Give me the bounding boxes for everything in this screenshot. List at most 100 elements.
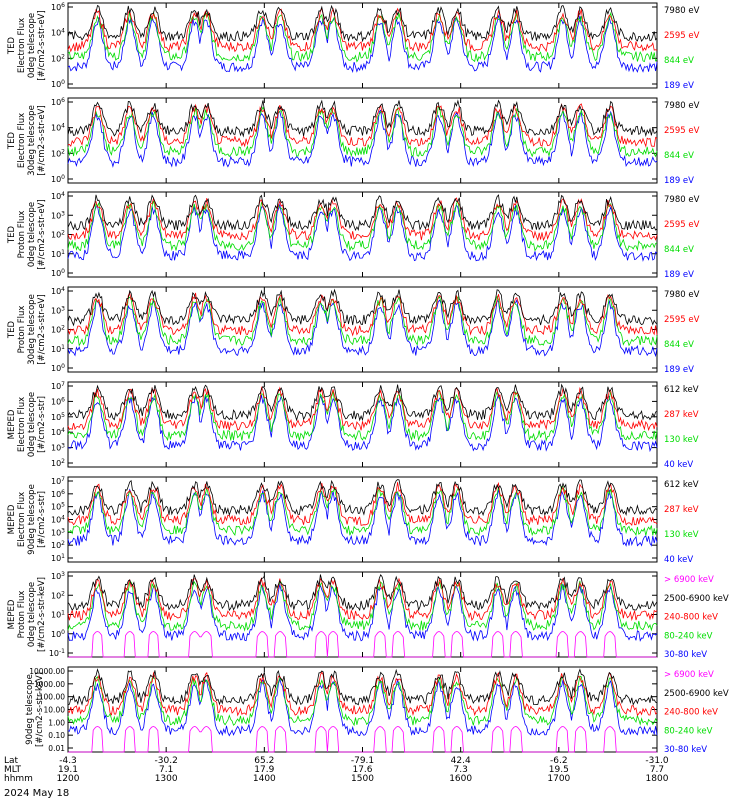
legend-entry: 844 eV: [664, 56, 694, 66]
footer-value: -31.0: [645, 756, 669, 766]
y-axis-label: [#/cm2-s-str-keV]: [35, 672, 45, 747]
y-tick-label: 103: [51, 571, 65, 582]
y-tick-label: 100: [51, 268, 65, 279]
y-tick-label: 10.00: [44, 706, 66, 715]
y-axis-label: [#/cm2-s-str-eV]: [37, 10, 47, 80]
y-tick-label: 103: [51, 527, 65, 538]
y-tick-label: 101: [51, 248, 65, 259]
panels-group: 106 104 102 100 TED Electron Flux 0deg telesco…: [7, 2, 729, 756]
panel-4: 104 103 102 101 100 TED Proton Flux 30deg teles…: [7, 286, 700, 376]
y-axis-label: 30deg telescope: [27, 294, 37, 365]
legend-entry: 7980 eV: [664, 195, 700, 205]
footer-value: -6.2: [550, 756, 568, 766]
legend-entry: 844 eV: [664, 245, 694, 255]
legend-entry: 7980 eV: [664, 6, 700, 16]
y-tick-label: 1000.00: [34, 680, 65, 689]
y-tick-label: 105: [51, 411, 65, 422]
series-trace: [67, 488, 658, 547]
series-trace: [67, 194, 658, 232]
footer-value: 1400: [253, 774, 276, 784]
footer-value: 1200: [57, 774, 80, 784]
y-tick-label: 0.10: [48, 731, 65, 740]
y-tick-label: 107: [51, 476, 65, 487]
legend-entry: 844 eV: [664, 151, 694, 161]
y-tick-label: 104: [51, 191, 65, 202]
panel-3: 104 103 102 101 100 TED Proton Flux 0deg telesc…: [7, 191, 700, 281]
footer-value: 7.1: [159, 765, 173, 775]
series-trace: [67, 7, 658, 53]
y-tick-label: 101: [51, 553, 65, 564]
series-trace: [67, 583, 658, 642]
panel-8: 10000.00 1000.00 100.00 10.00 1.00 0.10 0.01 90…: [25, 666, 729, 755]
footer-value: 7.3: [454, 765, 468, 775]
legend-entry: 612 keV: [664, 385, 699, 395]
series-trace: [67, 109, 658, 168]
y-axis-label: MEPED: [7, 504, 17, 534]
y-axis-label: TED: [7, 225, 17, 244]
legend-entry: 189 eV: [664, 365, 694, 375]
footer-value: 7.7: [650, 765, 664, 775]
panel-1: 106 104 102 100 TED Electron Flux 0deg telesco…: [7, 2, 700, 92]
y-axis-label: [#/cm2-s-str]: [37, 491, 47, 548]
legend-entry: 40 keV: [664, 460, 693, 470]
series-trace: [67, 295, 658, 347]
series-trace: [67, 668, 658, 706]
y-tick-label: 102: [51, 540, 65, 551]
legend-entry: 80-240 keV: [664, 631, 713, 641]
y-axis-label: [#/cm2-s-str-eV]: [37, 294, 47, 364]
legend-entry: 130 keV: [664, 435, 699, 445]
y-tick-label: 106: [51, 2, 65, 13]
legend-entry: 287 keV: [664, 505, 699, 515]
footer-row-label: Lat: [4, 756, 19, 766]
panel-7: 103 102 101 100 10-1 MEPED Proton Flux 0deg tel…: [7, 571, 729, 661]
series-trace: [67, 392, 658, 453]
footer-row-label: hhmm: [4, 774, 33, 784]
y-axis-label: 0deg telescope: [27, 13, 37, 78]
footer-value: 1300: [155, 774, 178, 784]
series-trace: [67, 203, 658, 262]
y-axis-label: MEPED: [7, 599, 17, 629]
series-trace: [67, 481, 658, 526]
legend-entry: 30-80 keV: [664, 650, 707, 660]
legend-entry: 30-80 keV: [664, 745, 707, 755]
y-tick-label: 10000.00: [29, 667, 65, 676]
footer-value: -30.2: [155, 756, 178, 766]
panel-frame: [67, 381, 658, 468]
y-tick-label: 101: [51, 343, 65, 354]
series-trace: [67, 383, 658, 422]
y-tick-label: 100: [51, 174, 65, 185]
footer-value: -79.1: [351, 756, 374, 766]
y-tick-label: 104: [51, 514, 65, 525]
series-trace: [67, 577, 658, 622]
y-tick-label: 102: [51, 148, 65, 159]
series-trace: [67, 11, 658, 63]
panel-frame: [67, 666, 658, 753]
legend-entry: 2595 eV: [664, 220, 700, 230]
legend-entry: 240-800 keV: [664, 708, 718, 718]
footer-value: 17.9: [254, 765, 274, 775]
footer-value: 1700: [547, 774, 570, 784]
legend-entry: 7980 eV: [664, 290, 700, 300]
y-axis-label: 0deg telescope: [27, 392, 37, 457]
y-axis-label: Electron Flux: [17, 113, 27, 168]
footer-value: 19.1: [58, 765, 78, 775]
y-tick-label: 101: [51, 609, 65, 620]
y-tick-label: 0.01: [48, 744, 65, 753]
footer-value: -4.3: [59, 756, 77, 766]
y-axis-label: [#/cm2-s-str-keV]: [37, 577, 47, 652]
legend-entry: 612 keV: [664, 480, 699, 490]
footer-value: 19.5: [549, 765, 569, 775]
legend-entry: 2595 eV: [664, 315, 700, 325]
footer-value: 42.4: [451, 756, 471, 766]
panel-5: 107 106 105 104 103 102 MEPED Electron Flux 0deg…: [7, 381, 699, 471]
y-axis-label: Proton Flux: [17, 591, 27, 639]
legend-entry: 2595 eV: [664, 31, 700, 41]
series-trace: [67, 479, 658, 517]
y-tick-label: 100: [51, 363, 65, 374]
footer-value: 65.2: [254, 756, 274, 766]
y-axis-label: [#/cm2-s-str-eV]: [37, 105, 47, 175]
legend-entry: 287 keV: [664, 410, 699, 420]
legend-entry: 2500-6900 keV: [664, 689, 729, 699]
